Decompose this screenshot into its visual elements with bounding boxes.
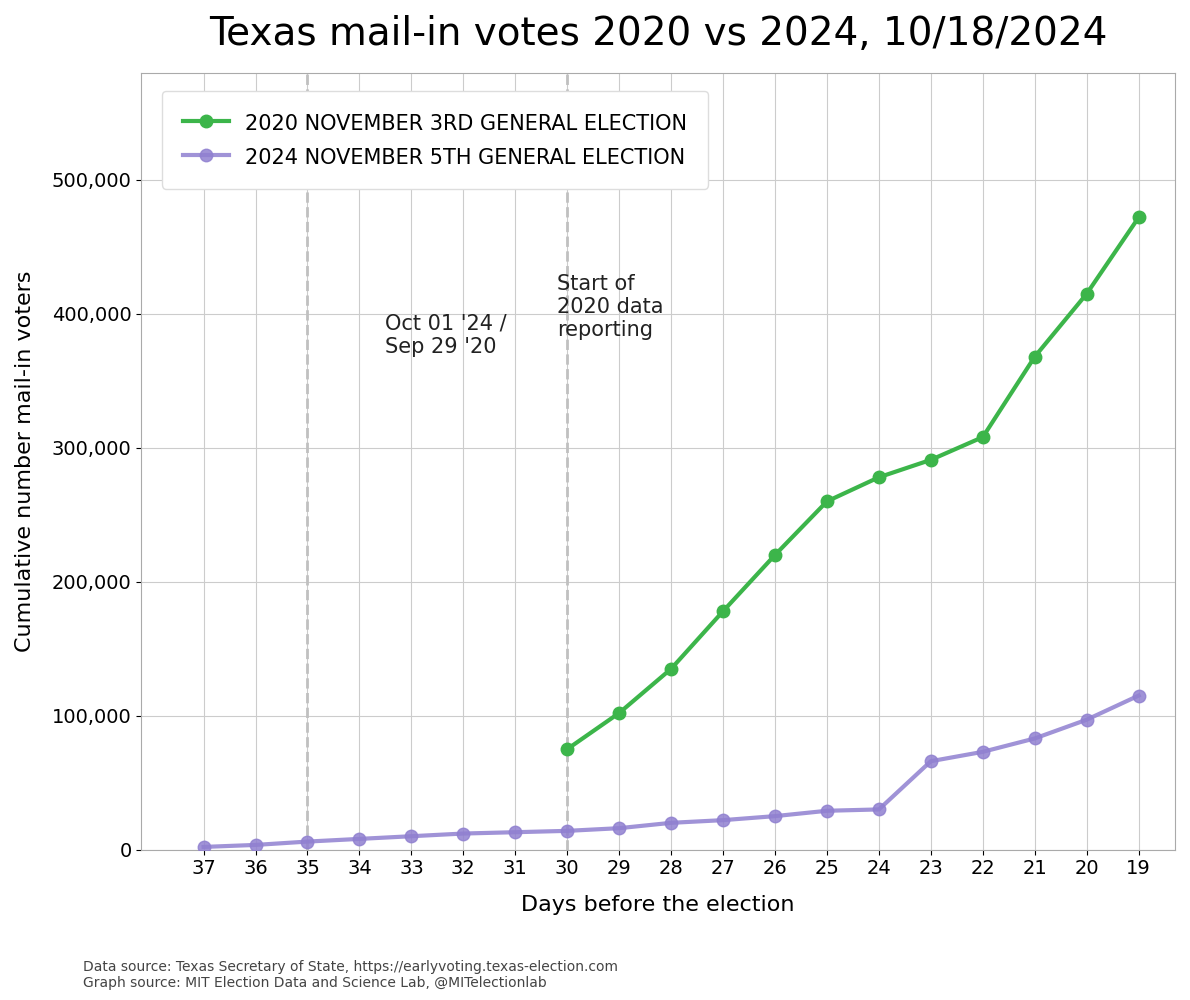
2020 NOVEMBER 3RD GENERAL ELECTION [1079,288,1094,300]
Text: Oct 01 '24 /
Sep 29 '20: Oct 01 '24 / Sep 29 '20 [386,314,507,357]
2024 NOVEMBER 5TH GENERAL ELECTION [196,841,211,853]
2024 NOVEMBER 5TH GENERAL ELECTION [508,826,522,838]
2024 NOVEMBER 5TH GENERAL ELECTION [872,803,887,815]
2024 NOVEMBER 5TH GENERAL ELECTION [1079,714,1094,726]
Line: 2020 NOVEMBER 3RD GENERAL ELECTION: 2020 NOVEMBER 3RD GENERAL ELECTION [560,211,1145,755]
2024 NOVEMBER 5TH GENERAL ELECTION [664,817,678,829]
Text: Data source: Texas Secretary of State, https://earlyvoting.texas-election.com
Gr: Data source: Texas Secretary of State, h… [83,960,619,990]
2024 NOVEMBER 5TH GENERAL ELECTION [1132,690,1146,702]
2024 NOVEMBER 5TH GENERAL ELECTION [820,805,834,817]
2024 NOVEMBER 5TH GENERAL ELECTION [716,814,731,826]
2020 NOVEMBER 3RD GENERAL ELECTION [768,549,782,561]
2020 NOVEMBER 3RD GENERAL ELECTION [872,471,887,483]
2024 NOVEMBER 5TH GENERAL ELECTION [976,746,990,758]
Text: Start of
2020 data
reporting: Start of 2020 data reporting [557,274,663,340]
2020 NOVEMBER 3RD GENERAL ELECTION [820,495,834,507]
2024 NOVEMBER 5TH GENERAL ELECTION [352,833,367,845]
Title: Texas mail-in votes 2020 vs 2024, 10/18/2024: Texas mail-in votes 2020 vs 2024, 10/18/… [209,15,1108,53]
2020 NOVEMBER 3RD GENERAL ELECTION [664,663,678,675]
2020 NOVEMBER 3RD GENERAL ELECTION [560,743,575,755]
2024 NOVEMBER 5TH GENERAL ELECTION [1028,732,1042,744]
2024 NOVEMBER 5TH GENERAL ELECTION [612,822,626,834]
2020 NOVEMBER 3RD GENERAL ELECTION [1028,351,1042,363]
2020 NOVEMBER 3RD GENERAL ELECTION [716,605,731,617]
2024 NOVEMBER 5TH GENERAL ELECTION [768,810,782,822]
2024 NOVEMBER 5TH GENERAL ELECTION [405,830,419,842]
Y-axis label: Cumulative number mail-in voters: Cumulative number mail-in voters [15,270,35,652]
2024 NOVEMBER 5TH GENERAL ELECTION [560,825,575,837]
X-axis label: Days before the election: Days before the election [521,895,795,915]
2024 NOVEMBER 5TH GENERAL ELECTION [300,836,314,848]
2020 NOVEMBER 3RD GENERAL ELECTION [976,431,990,443]
2024 NOVEMBER 5TH GENERAL ELECTION [249,839,263,851]
2020 NOVEMBER 3RD GENERAL ELECTION [923,454,938,466]
Legend: 2020 NOVEMBER 3RD GENERAL ELECTION, 2024 NOVEMBER 5TH GENERAL ELECTION: 2020 NOVEMBER 3RD GENERAL ELECTION, 2024… [162,91,708,189]
2024 NOVEMBER 5TH GENERAL ELECTION [923,755,938,767]
Line: 2024 NOVEMBER 5TH GENERAL ELECTION: 2024 NOVEMBER 5TH GENERAL ELECTION [198,689,1145,853]
2020 NOVEMBER 3RD GENERAL ELECTION [612,707,626,719]
2024 NOVEMBER 5TH GENERAL ELECTION [456,828,470,840]
2020 NOVEMBER 3RD GENERAL ELECTION [1132,211,1146,223]
